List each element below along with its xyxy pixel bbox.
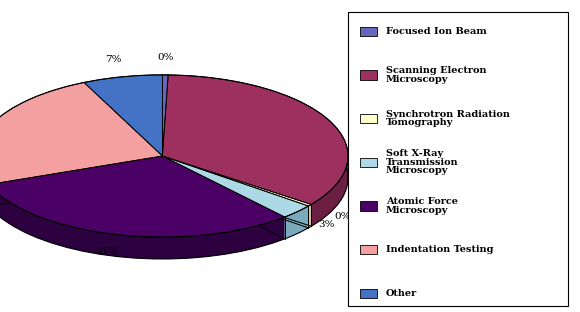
Text: Microscopy: Microscopy [386, 206, 448, 215]
Bar [360, 201, 377, 211]
Text: Indentation Testing: Indentation Testing [386, 245, 493, 254]
Text: Focused Ion Beam: Focused Ion Beam [386, 27, 487, 36]
Polygon shape [0, 184, 285, 259]
Polygon shape [311, 156, 348, 226]
Ellipse shape [0, 97, 348, 259]
Polygon shape [0, 82, 162, 184]
Text: Soft X-Ray: Soft X-Ray [386, 149, 443, 158]
Bar [360, 70, 377, 80]
Polygon shape [162, 75, 168, 156]
Text: Other: Other [386, 289, 417, 298]
Text: Microscopy: Microscopy [386, 75, 448, 84]
Text: 0%: 0% [334, 212, 350, 221]
Polygon shape [84, 75, 162, 156]
Text: Synchrotron Radiation: Synchrotron Radiation [386, 110, 510, 119]
Text: Tomography: Tomography [386, 119, 453, 127]
Polygon shape [162, 75, 348, 204]
Polygon shape [162, 156, 311, 206]
Text: 0%: 0% [158, 52, 174, 61]
Text: Microscopy: Microscopy [386, 167, 448, 175]
Text: Atomic Force: Atomic Force [386, 197, 458, 206]
Bar [360, 27, 377, 36]
Text: 3%: 3% [318, 220, 335, 229]
Bar [360, 158, 377, 167]
Text: 31%: 31% [96, 247, 119, 256]
Bar [348, 12, 568, 306]
Polygon shape [309, 204, 311, 228]
Bar [360, 289, 377, 298]
Polygon shape [162, 156, 309, 217]
Text: 7%: 7% [105, 55, 122, 64]
Polygon shape [0, 156, 285, 237]
Text: Scanning Electron: Scanning Electron [386, 66, 486, 75]
Bar [360, 114, 377, 123]
Text: 35%: 35% [355, 109, 378, 117]
Text: Transmission: Transmission [386, 158, 458, 167]
Bar [360, 245, 377, 254]
Polygon shape [285, 206, 309, 239]
